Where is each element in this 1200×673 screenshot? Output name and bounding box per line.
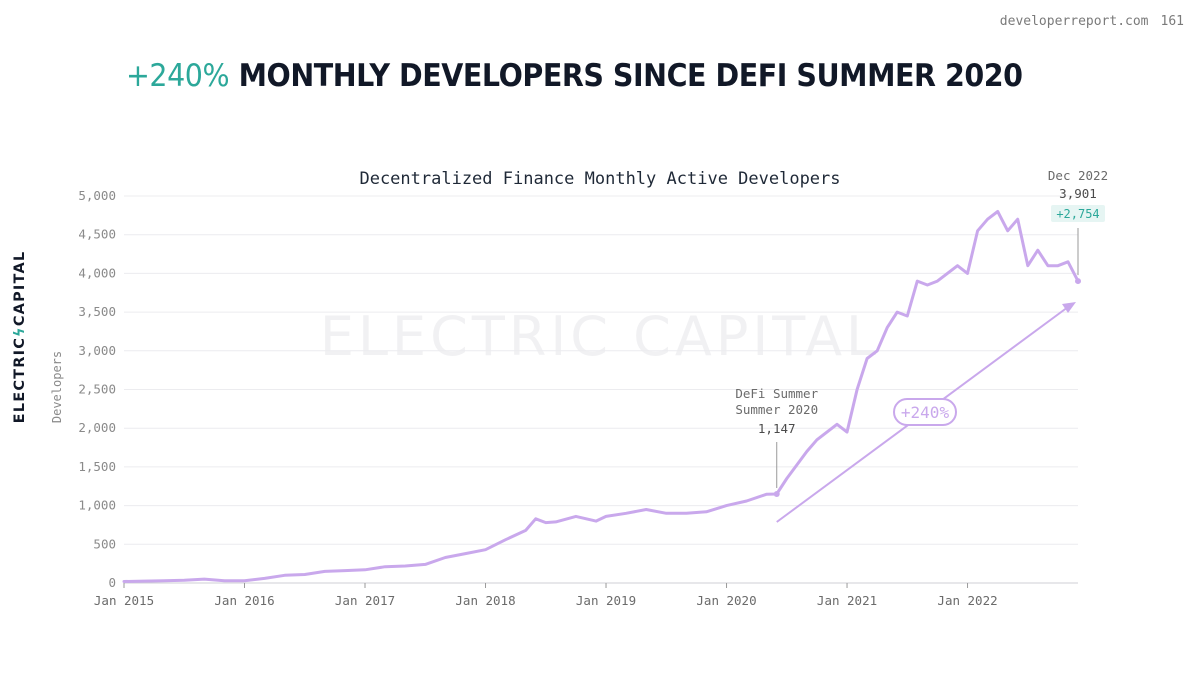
- x-tick-label: Jan 2019: [576, 593, 636, 608]
- y-tick-label: 1,000: [78, 498, 116, 513]
- y-tick-label: 500: [93, 536, 116, 551]
- dec-2022-change-badge: [1051, 205, 1105, 222]
- x-tick-label: Jan 2022: [937, 593, 997, 608]
- dec-2022-change: +2,754: [1056, 207, 1099, 221]
- y-tick-label: 5,000: [78, 188, 116, 203]
- growth-arrow-head: [1062, 302, 1076, 313]
- y-axis: 0 500 1,000 1,500 2,000 2,500 3,000 3,500 4,000 4…: [78, 188, 116, 590]
- chart-title: Decentralized Finance Monthly Active Dev…: [359, 169, 840, 189]
- x-tick-label: Jan 2020: [696, 593, 756, 608]
- x-tick-label: Jan 2018: [455, 593, 515, 608]
- dec-2022-value: 3,901: [1059, 186, 1097, 201]
- y-tick-label: 4,000: [78, 265, 116, 280]
- chart-watermark: ELECTRIC CAPITAL: [320, 305, 880, 368]
- defi-summer-label: Summer 2020: [735, 402, 818, 417]
- y-tick-label: 4,500: [78, 227, 116, 242]
- y-tick-label: 2,000: [78, 420, 116, 435]
- page-title-accent: +240%: [126, 58, 230, 94]
- dec-2022-label: Dec 2022: [1048, 168, 1108, 183]
- defi-summer-value: 1,147: [758, 421, 796, 436]
- series-layer: [122, 210, 1080, 583]
- x-tick-label: Jan 2017: [335, 593, 395, 608]
- x-axis: Jan 2015 Jan 2016 Jan 2017 Jan 2018 Jan 2019…: [94, 583, 998, 608]
- growth-label: +240%: [901, 403, 950, 422]
- grid: [124, 195, 1078, 584]
- x-tick-label: Jan 2021: [817, 593, 877, 608]
- y-axis-label: Developers: [50, 351, 64, 423]
- page-title: +240% MONTHLY DEVELOPERS SINCE DEFI SUMM…: [126, 58, 1023, 94]
- defi-summer-label: DeFi Summer: [735, 386, 818, 401]
- x-tick-label: Jan 2015: [94, 593, 154, 608]
- page-title-text: MONTHLY DEVELOPERS SINCE DEFI SUMMER 202…: [229, 58, 1023, 94]
- series-line: [122, 210, 1080, 583]
- header-meta: developerreport.com 161: [1000, 14, 1184, 29]
- y-tick-label: 1,500: [78, 459, 116, 474]
- y-tick-label: 2,500: [78, 382, 116, 397]
- y-tick-label: 0: [108, 575, 116, 590]
- y-tick-label: 3,500: [78, 304, 116, 319]
- defi-summer-point: [773, 490, 780, 497]
- x-tick-label: Jan 2016: [214, 593, 274, 608]
- y-tick-label: 3,000: [78, 343, 116, 358]
- growth-badge: [893, 398, 957, 426]
- dec-2022-point: [1075, 278, 1081, 285]
- page-number: 161: [1160, 14, 1184, 29]
- site-url: developerreport.com: [999, 14, 1149, 29]
